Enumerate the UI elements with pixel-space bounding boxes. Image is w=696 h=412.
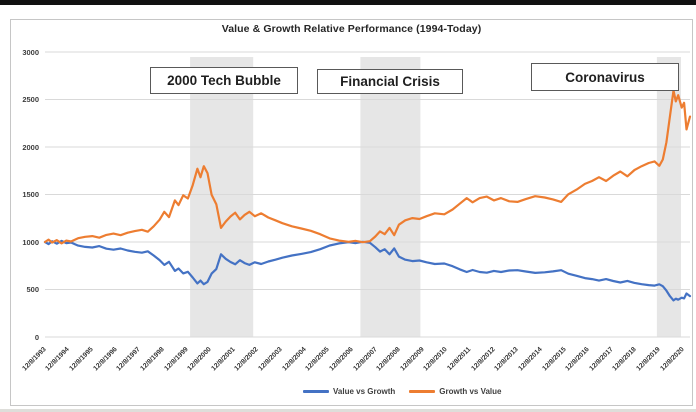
recession-band — [360, 57, 421, 337]
annotation-coronavirus: Coronavirus — [531, 63, 679, 91]
legend-item-growth-vs-value: Growth vs Value — [409, 387, 502, 396]
series-lines — [43, 89, 692, 302]
y-tick-label: 2000 — [22, 142, 39, 152]
top-edge-bar — [0, 0, 696, 5]
y-tick-label: 1500 — [22, 190, 39, 199]
recession-band — [190, 57, 254, 337]
y-tick-label: 500 — [26, 285, 39, 294]
legend-item-value-vs-growth: Value vs Growth — [303, 387, 395, 396]
y-tick-label: 1000 — [22, 237, 39, 247]
y-tick-label: 2500 — [22, 95, 39, 104]
y-tick-label: 0 — [34, 332, 39, 342]
series-line-growth-vs-value — [43, 89, 692, 245]
legend-line-swatch-blue — [303, 390, 329, 393]
chart-legend: Value vs Growth Growth vs Value — [303, 385, 502, 398]
chart-title: Value & Growth Relative Performance (199… — [221, 23, 482, 35]
bottom-edge-strip — [0, 409, 696, 412]
annotation-financial-crisis: Financial Crisis — [317, 69, 463, 94]
recession-band — [656, 57, 681, 337]
y-tick-label: 3000 — [22, 47, 39, 57]
recession-bands — [190, 57, 681, 337]
legend-line-swatch-orange — [409, 390, 436, 393]
legend-label: Growth vs Value — [439, 387, 502, 396]
annotation-tech-bubble: 2000 Tech Bubble — [150, 67, 298, 94]
legend-label: Value vs Growth — [333, 387, 396, 396]
